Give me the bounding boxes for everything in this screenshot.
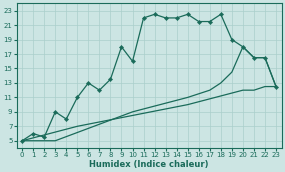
X-axis label: Humidex (Indice chaleur): Humidex (Indice chaleur)	[89, 159, 209, 169]
